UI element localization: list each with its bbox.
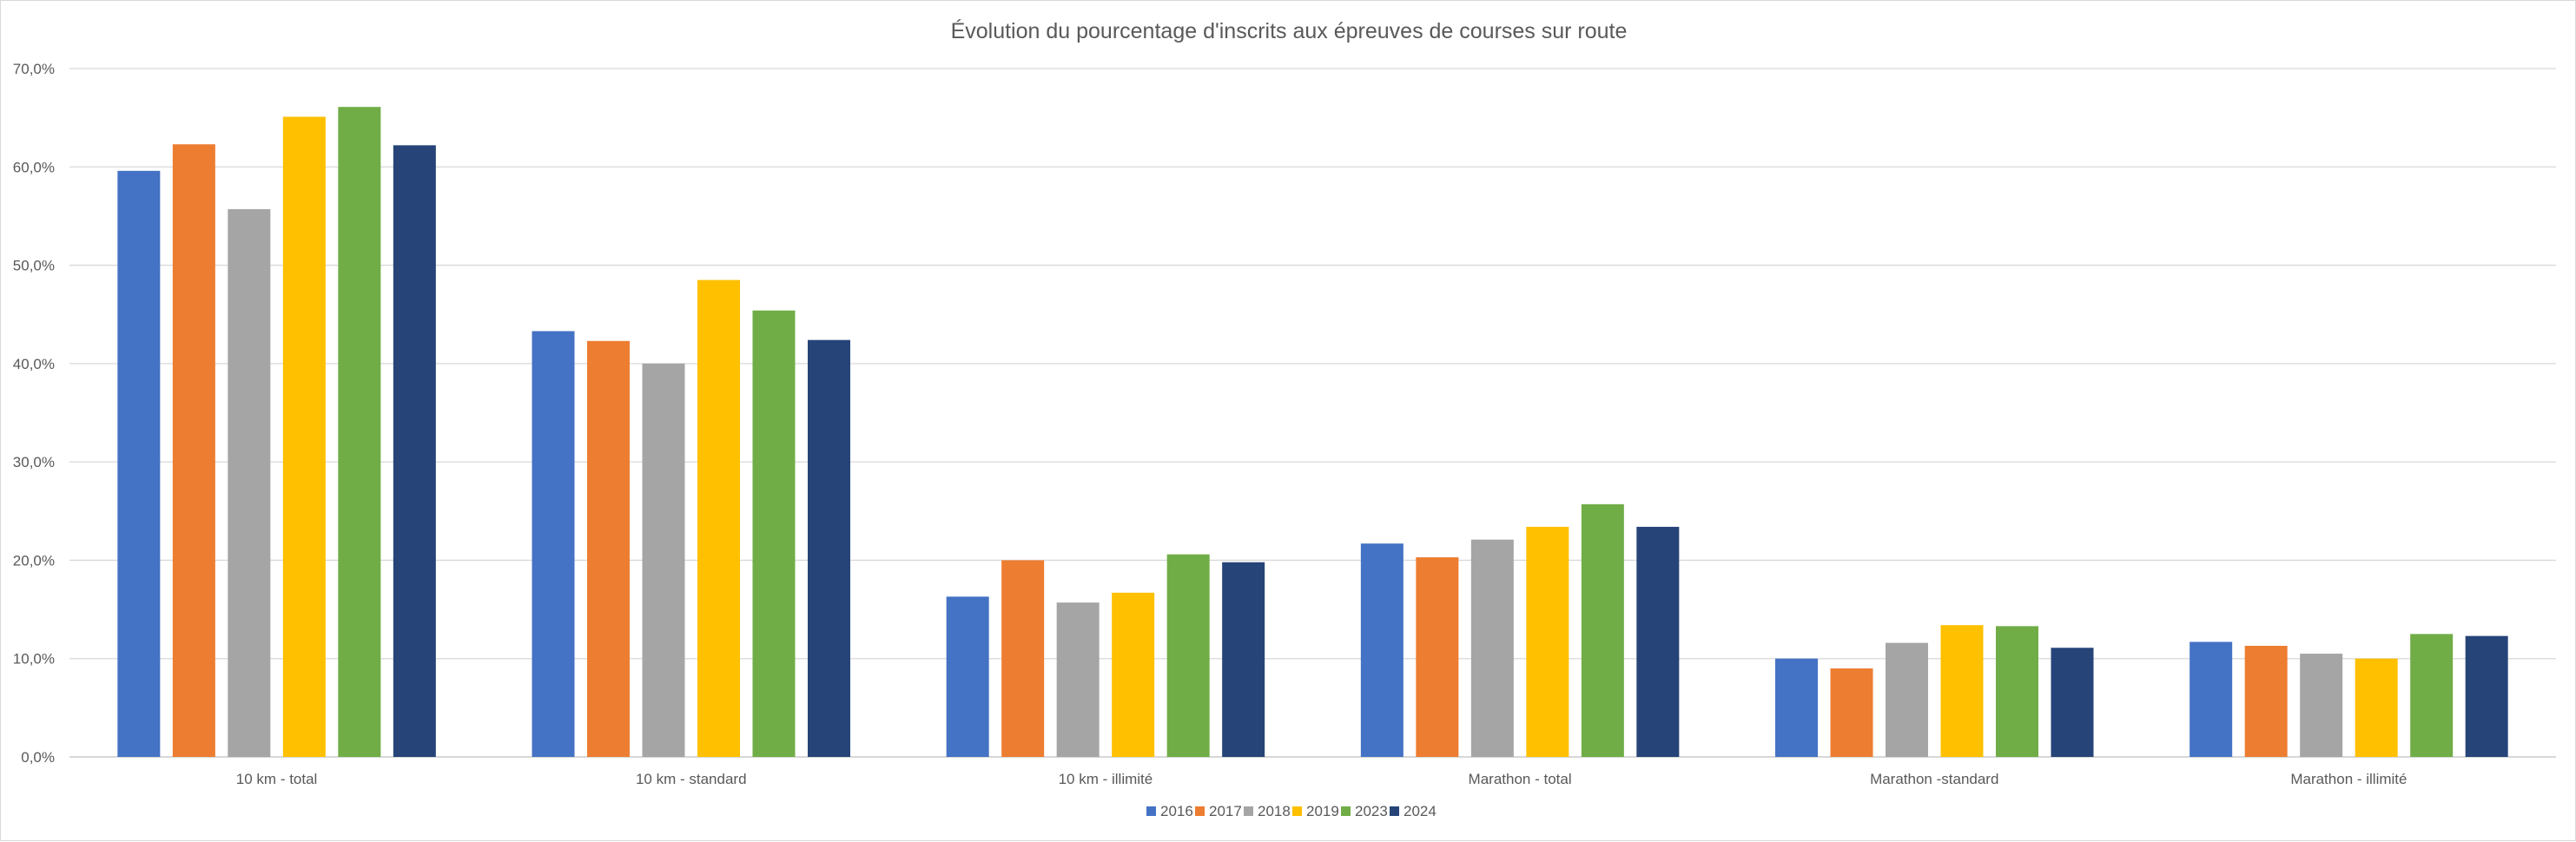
bar-2017-0 [172,144,215,758]
bar-2019-5 [2355,658,2398,757]
bar-2023-3 [1581,503,1624,757]
y-tick-label: 10,0% [13,651,55,668]
bar-2024-5 [2465,635,2508,757]
bar-2018-2 [1056,602,1100,757]
bar-2018-3 [1470,539,1514,757]
legend-label: 2023 [1355,803,1388,819]
bar-2023-4 [1996,626,2038,757]
y-axis-ticks: 0,0% 10,0% 20,0% 30,0% 40,0% 50,0% 60,0% 70,0% [13,61,55,766]
bar-2016-4 [1775,658,1818,757]
bar-2019-3 [1526,526,1569,757]
y-tick-label: 70,0% [13,61,55,77]
y-tick-label: 20,0% [13,552,55,569]
bar-2024-3 [1636,526,1680,757]
bar-2016-5 [2190,641,2233,757]
bar-2023-2 [1166,554,1210,757]
bar-2023-1 [752,310,796,757]
bar-2024-1 [808,339,850,757]
x-category-label: 10 km - illimité [1059,771,1153,787]
legend: 2016 2017 2018 2019 2023 2024 [1146,803,1437,819]
bar-2017-1 [587,340,630,757]
y-tick-label: 40,0% [13,356,55,372]
legend-swatch-2019 [1292,806,1302,816]
x-category-label: Marathon -standard [1870,771,1998,787]
bar-2016-3 [1360,543,1404,757]
legend-label: 2024 [1404,803,1437,819]
bar-2024-4 [2051,648,2094,757]
bar-2016-0 [117,170,161,757]
bar-2023-0 [338,107,381,758]
y-tick-label: 50,0% [13,258,55,274]
x-category-label: Marathon - illimité [2290,771,2407,787]
x-category-label: Marathon - total [1469,771,1572,787]
bar-2017-3 [1416,557,1459,757]
bar-2019-2 [1112,592,1155,757]
bar-2016-2 [946,596,989,757]
legend-swatch-2018 [1244,806,1253,816]
x-category-label: 10 km - total [236,771,318,787]
bar-2024-0 [393,145,436,757]
legend-label: 2019 [1306,803,1339,819]
legend-label: 2018 [1258,803,1291,819]
bar-2017-2 [1001,560,1045,757]
bar-2019-0 [282,116,326,757]
bar-2024-2 [1222,562,1265,757]
y-tick-label: 60,0% [13,159,55,175]
y-tick-label: 0,0% [21,749,55,766]
bar-2018-5 [2300,654,2343,757]
legend-swatch-2024 [1390,806,1399,816]
y-tick-label: 30,0% [13,454,55,470]
bar-2018-1 [642,363,685,757]
x-category-label: 10 km - standard [636,771,747,787]
gridlines [69,68,2556,758]
legend-label: 2017 [1209,803,1242,819]
legend-swatch-2016 [1146,806,1156,816]
bar-2023-5 [2410,634,2454,757]
bar-2016-1 [532,331,575,757]
bars [117,107,2508,758]
legend-label: 2016 [1160,803,1193,819]
x-axis-categories: 10 km - total 10 km - standard 10 km - ill… [236,771,2408,787]
bar-2019-4 [1940,625,1984,757]
bar-2017-5 [2244,645,2288,757]
bar-2018-4 [1886,642,1928,757]
bar-2018-0 [228,208,271,758]
legend-swatch-2023 [1341,806,1351,816]
chart-title: Évolution du pourcentage d'inscrits aux … [951,18,1628,43]
legend-swatch-2017 [1195,806,1205,816]
bar-2017-4 [1830,668,1873,757]
bar-2019-1 [697,280,740,757]
